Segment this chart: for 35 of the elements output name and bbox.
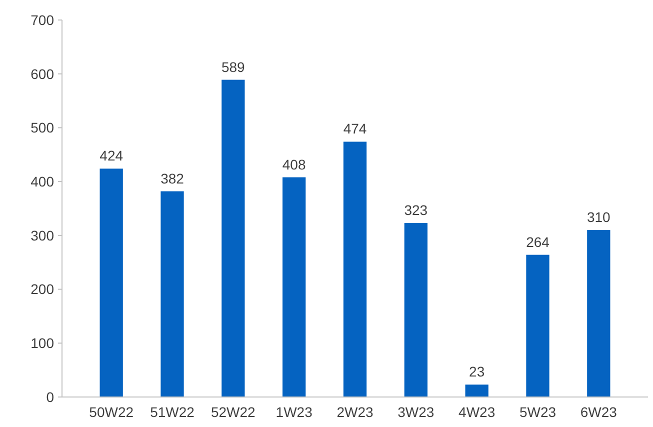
data-label: 23 bbox=[469, 364, 485, 380]
y-tick-label: 500 bbox=[30, 120, 54, 136]
y-tick-label: 700 bbox=[30, 12, 54, 28]
x-tick-label: 52W22 bbox=[210, 404, 256, 420]
data-label: 382 bbox=[160, 170, 184, 186]
y-tick-label: 300 bbox=[30, 227, 54, 244]
bar bbox=[465, 384, 488, 397]
x-tick-label: 50W22 bbox=[89, 404, 134, 420]
x-tick-label: 6W23 bbox=[580, 404, 618, 420]
x-tick-label: 5W23 bbox=[519, 404, 556, 420]
x-tick-label: 3W23 bbox=[398, 404, 434, 420]
y-tick-label: 400 bbox=[30, 173, 54, 190]
x-tick-label: 1W23 bbox=[276, 404, 313, 420]
y-tick-label: 200 bbox=[30, 281, 54, 298]
y-tick-label: 600 bbox=[30, 66, 54, 82]
data-label: 310 bbox=[586, 209, 611, 226]
bar bbox=[282, 177, 306, 397]
x-tick-label: 4W23 bbox=[458, 404, 496, 420]
data-label: 589 bbox=[221, 58, 246, 75]
data-label: 264 bbox=[526, 234, 550, 250]
data-label: 474 bbox=[343, 120, 367, 137]
x-tick-label: 2W23 bbox=[336, 404, 374, 420]
data-label: 424 bbox=[100, 148, 124, 164]
bar bbox=[160, 191, 184, 397]
bar bbox=[222, 80, 245, 397]
bar bbox=[526, 254, 550, 397]
x-tick-label: 51W22 bbox=[150, 404, 195, 420]
bar bbox=[100, 168, 123, 397]
data-label: 408 bbox=[282, 156, 306, 172]
y-tick-label: 100 bbox=[30, 335, 54, 352]
y-tick-label: 0 bbox=[46, 388, 54, 405]
bar bbox=[343, 142, 367, 397]
data-label: 323 bbox=[404, 202, 428, 218]
bar bbox=[404, 223, 428, 397]
bar bbox=[587, 230, 610, 397]
